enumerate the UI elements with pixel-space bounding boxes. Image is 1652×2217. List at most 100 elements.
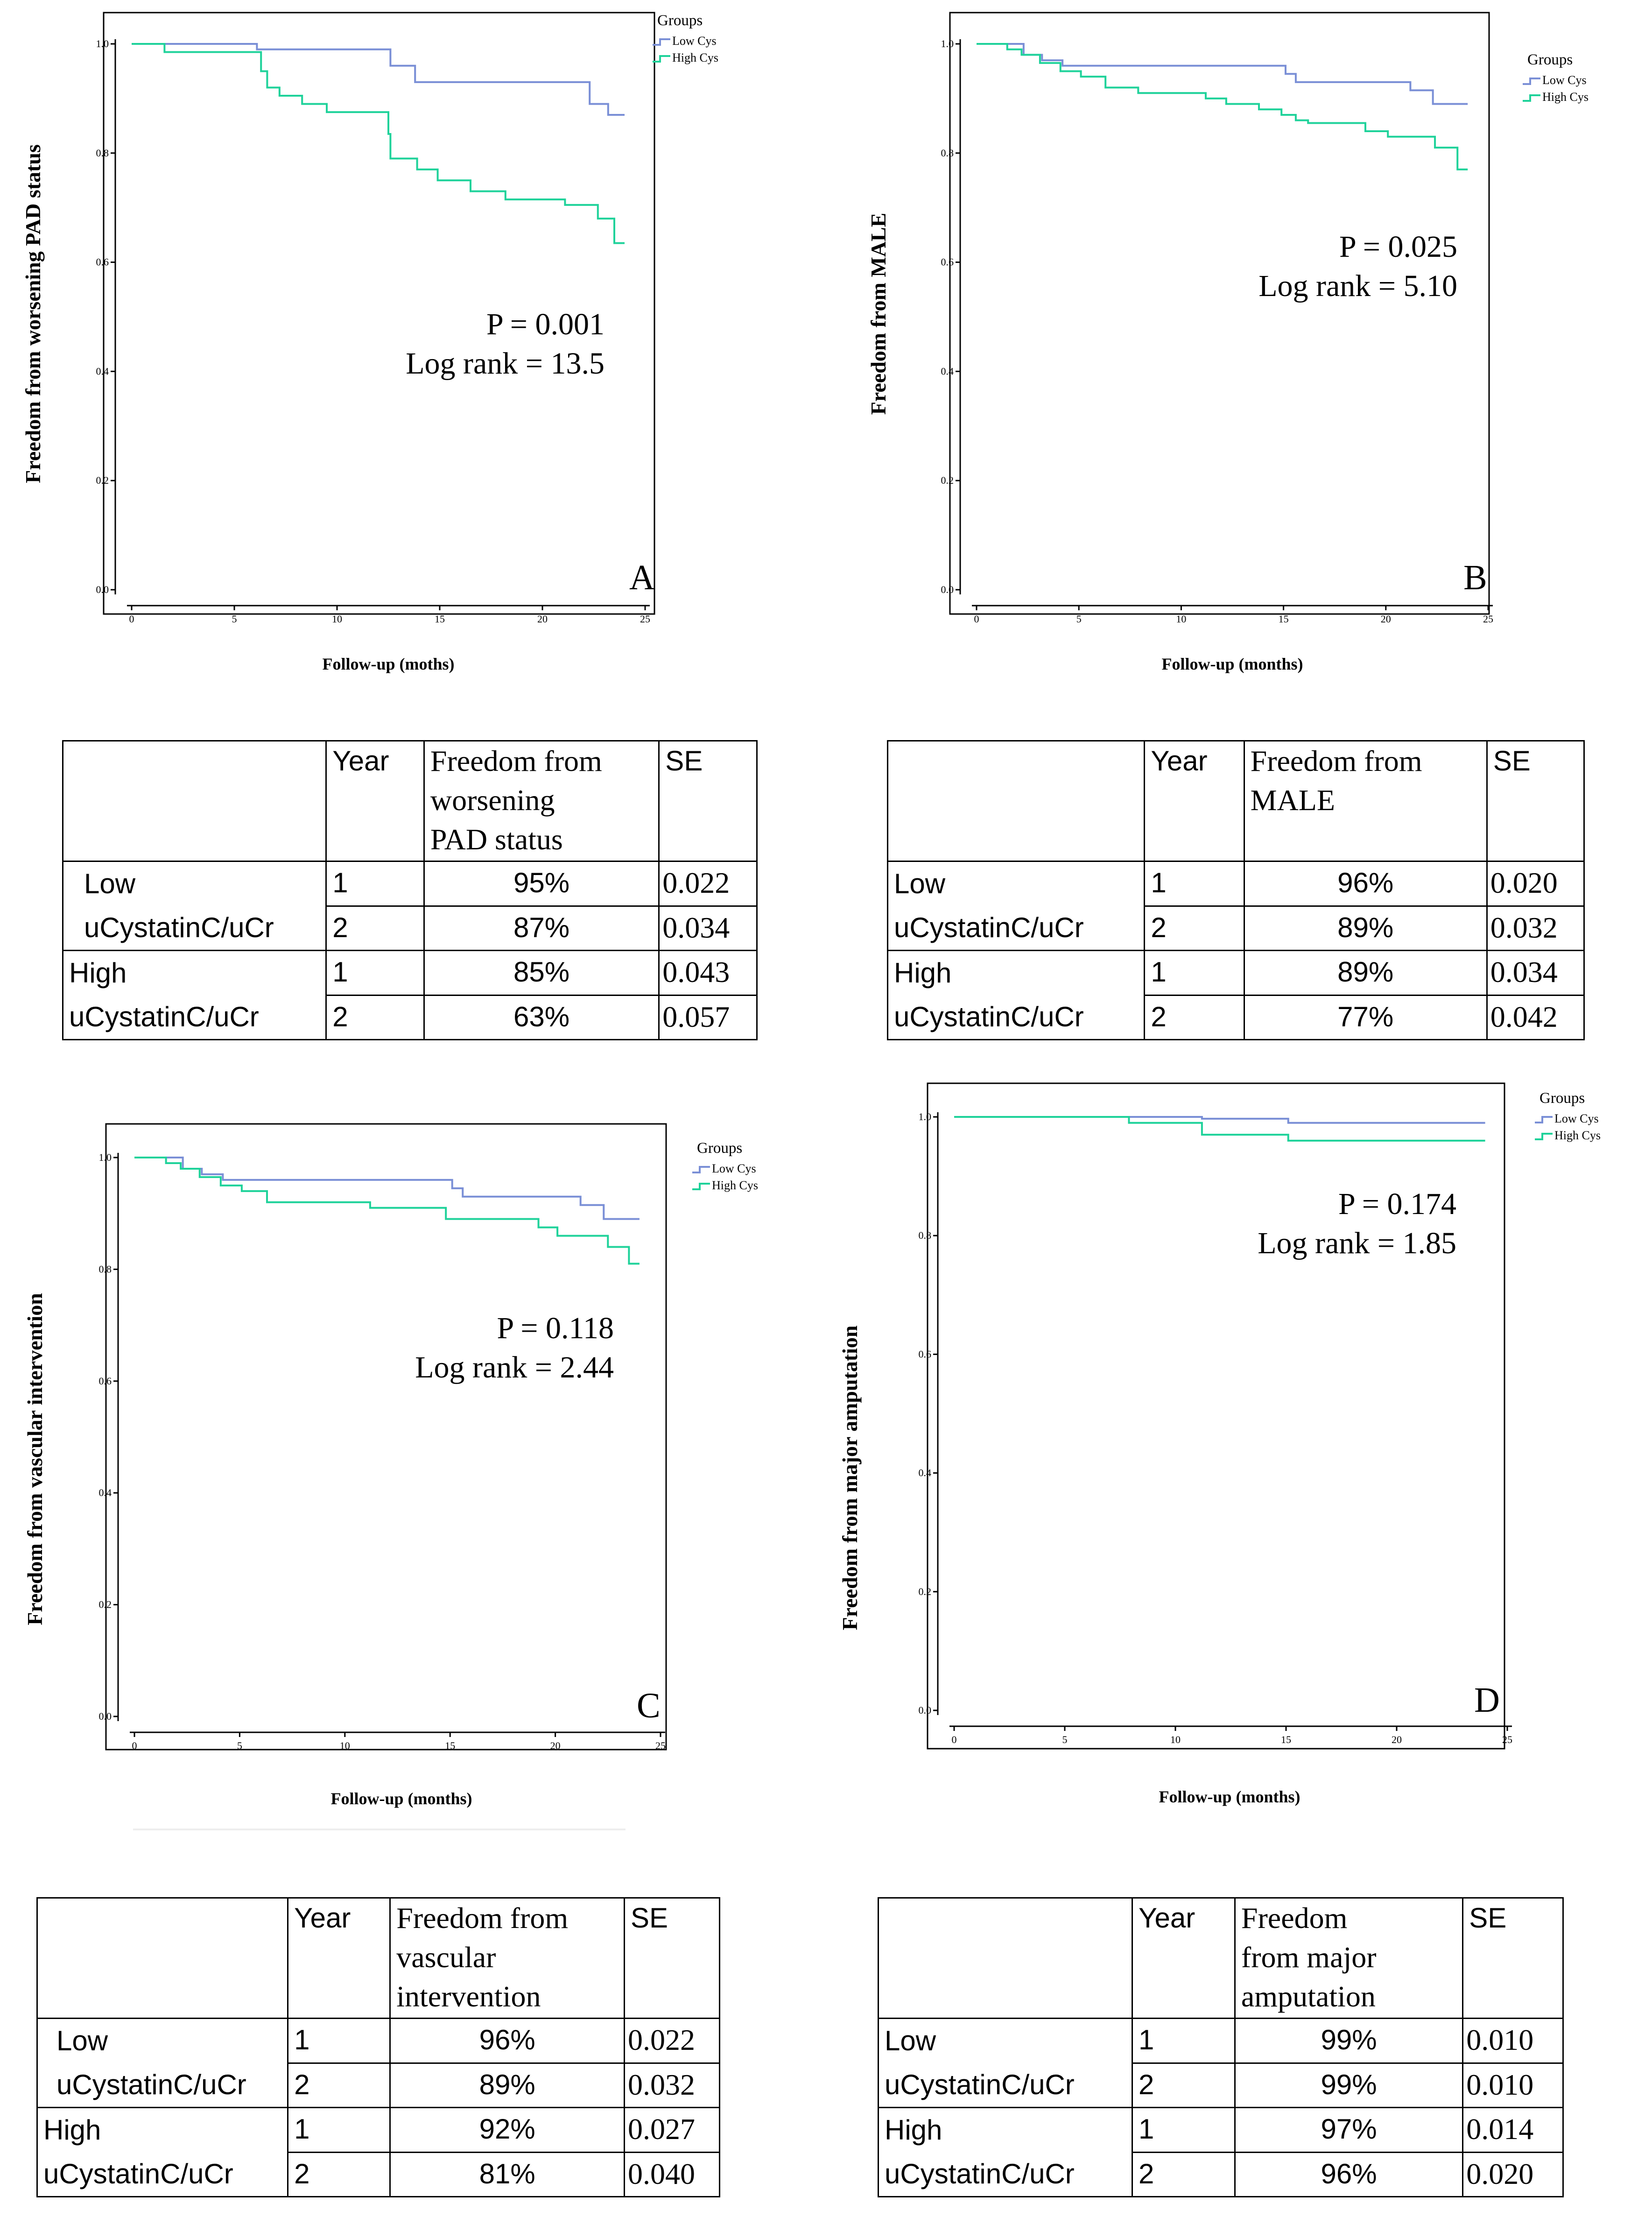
series-low-cys [134,1157,640,1220]
percent-cell: 81% [389,2151,626,2197]
x-tick-label: 20 [1392,1734,1402,1745]
panel-letter: A [629,558,655,597]
x-axis-title: Follow-up (moths) [322,655,454,673]
year-cell: 2 [287,2062,391,2108]
x-tick-label: 25 [655,1740,666,1751]
header-se: SE [1462,1897,1564,2019]
log-rank: Log rank = 2.44 [415,1350,614,1384]
log-rank: Log rank = 13.5 [406,346,605,381]
table-row: 2 99% 0.010 [879,2062,1564,2108]
group-label: Low uCystatinC/uCr [36,2018,289,2108]
group-label: High uCystatinC/uCr [877,2107,1133,2197]
table-row: High uCystatinC/uCr 1 97% 0.014 [877,2107,1564,2197]
km-chart-b: 0.0 0.2 0.4 0.6 0.8 1.0 0 5 10 15 20 25 Freedom fro… [866,12,1589,673]
se-cell: 0.010 [1462,2018,1564,2064]
percent-cell: 89% [389,2062,626,2108]
x-tick-label: 10 [1176,613,1186,625]
panel-a: 0.0 0.2 0.4 0.6 0.8 1.0 0 5 10 15 20 25 Freedom fro… [0,0,794,691]
x-axis-title: Follow-up (months) [1161,655,1303,673]
percent-cell: 95% [423,861,660,907]
log-rank: Log rank = 1.85 [1258,1226,1456,1260]
table-row: 2 81% 0.040 [37,2151,720,2197]
header-measure: Freedom from worsening PAD status [423,740,660,862]
plot-frame [949,12,1490,615]
log-rank: Log rank = 5.10 [1258,269,1457,303]
group-label: Low uCystatinC/uCr [62,861,327,951]
legend-item-high-swatch [653,55,670,63]
x-tick-label: 20 [537,613,548,625]
table-header-row: Year Freedom from vascular intervention SE [36,1897,720,2019]
km-chart-c: 0.0 0.2 0.4 0.6 0.8 1.0 0 5 10 15 20 25 Freedom fro… [23,1123,758,1830]
legend-item-low-label: Low Cys [1554,1112,1599,1125]
x-tick-label: 5 [1062,1734,1068,1745]
percent-cell: 63% [423,994,660,1040]
table-row: 2 89% 0.032 [888,905,1585,951]
percent-cell: 87% [423,905,660,951]
se-cell: 0.057 [658,994,758,1040]
table-header-row: Year Freedom from major amputation SE [877,1897,1564,2019]
table-row: 2 63% 0.057 [63,994,758,1040]
series-low-cys [132,43,625,116]
y-tick-label: 0.0 [919,1704,932,1716]
x-tick-label: 5 [232,613,237,625]
y-tick-label: 0.6 [96,256,109,268]
legend-title: Groups [1527,51,1573,68]
x-tick-label: 20 [550,1740,561,1751]
km-chart-d: 0.0 0.2 0.4 0.6 0.8 1.0 0 5 10 15 20 25 Freedom fro… [838,1082,1601,1806]
se-cell: 0.022 [624,2018,720,2064]
legend-item-low-label: Low Cys [1542,73,1587,87]
y-tick-label: 1.0 [919,1111,932,1123]
plot-frame [927,1082,1505,1750]
panel-c: 0.0 0.2 0.4 0.6 0.8 1.0 0 5 10 15 20 25 Freedom fro… [0,1111,803,1840]
legend-item-low-swatch [653,38,670,46]
se-cell: 0.032 [624,2062,720,2108]
legend-item-low-swatch [692,1166,710,1173]
y-axis-title: Freedom from worsening PAD status [21,144,45,483]
year-cell: 1 [287,2107,391,2153]
legend-item-low-swatch [1535,1116,1553,1123]
se-cell: 0.043 [658,950,758,996]
table-b: Year Freedom from MALE SE Low uCystatinC/u… [886,740,1585,1040]
x-tick-label: 15 [1281,1734,1291,1745]
table-row: Low uCystatinC/uCr 1 95% 0.022 [62,861,758,951]
plot-frame [105,1123,667,1751]
group-label: High uCystatinC/uCr [36,2107,289,2197]
percent-cell: 99% [1234,2018,1464,2064]
y-tick-label: 1.0 [941,38,954,49]
x-tick-label: 10 [332,613,342,625]
km-chart-a: 0.0 0.2 0.4 0.6 0.8 1.0 0 5 10 15 20 25 Freedom fro… [21,12,718,673]
table-a: Year Freedom from worsening PAD status SE … [62,740,758,1040]
x-tick-label: 10 [340,1740,350,1751]
legend: Groups Low Cys High Cys [653,12,718,64]
legend-item-low-label: Low Cys [672,34,717,48]
se-cell: 0.020 [1462,2151,1564,2197]
legend: Groups Low Cys High Cys [1535,1090,1601,1142]
table-row: High uCystatinC/uCr 1 89% 0.034 [886,950,1585,1040]
se-cell: 0.042 [1486,994,1585,1040]
se-cell: 0.034 [1486,950,1585,996]
year-cell: 2 [325,994,425,1040]
legend-item-high-swatch [1535,1133,1553,1140]
year-cell: 1 [325,861,425,907]
y-tick-label: 1.0 [96,38,109,49]
table-header-row: Year Freedom from worsening PAD status SE [62,740,758,862]
y-tick-label: 0.4 [941,365,954,377]
table-row: High uCystatinC/uCr 1 85% 0.043 [62,950,758,1040]
p-value: P = 0.118 [497,1311,614,1345]
series-high-cys [134,1157,640,1265]
legend-item-high-swatch [692,1183,710,1190]
table-row: Low uCystatinC/uCr 1 96% 0.020 [886,861,1585,951]
percent-cell: 77% [1243,994,1488,1040]
legend-item-low-label: Low Cys [712,1162,756,1175]
se-cell: 0.040 [624,2151,720,2197]
legend-item-high-label: High Cys [712,1179,758,1192]
x-tick-label: 15 [445,1740,455,1751]
header-year: Year [287,1897,391,2019]
p-value: P = 0.174 [1338,1187,1456,1221]
series-low-cys [954,1116,1485,1124]
group-label: High uCystatinC/uCr [886,950,1146,1040]
x-tick-label: 15 [435,613,445,625]
year-cell: 2 [1132,2062,1236,2108]
x-tick-label: 15 [1279,613,1289,625]
x-tick-label: 25 [1483,613,1493,625]
